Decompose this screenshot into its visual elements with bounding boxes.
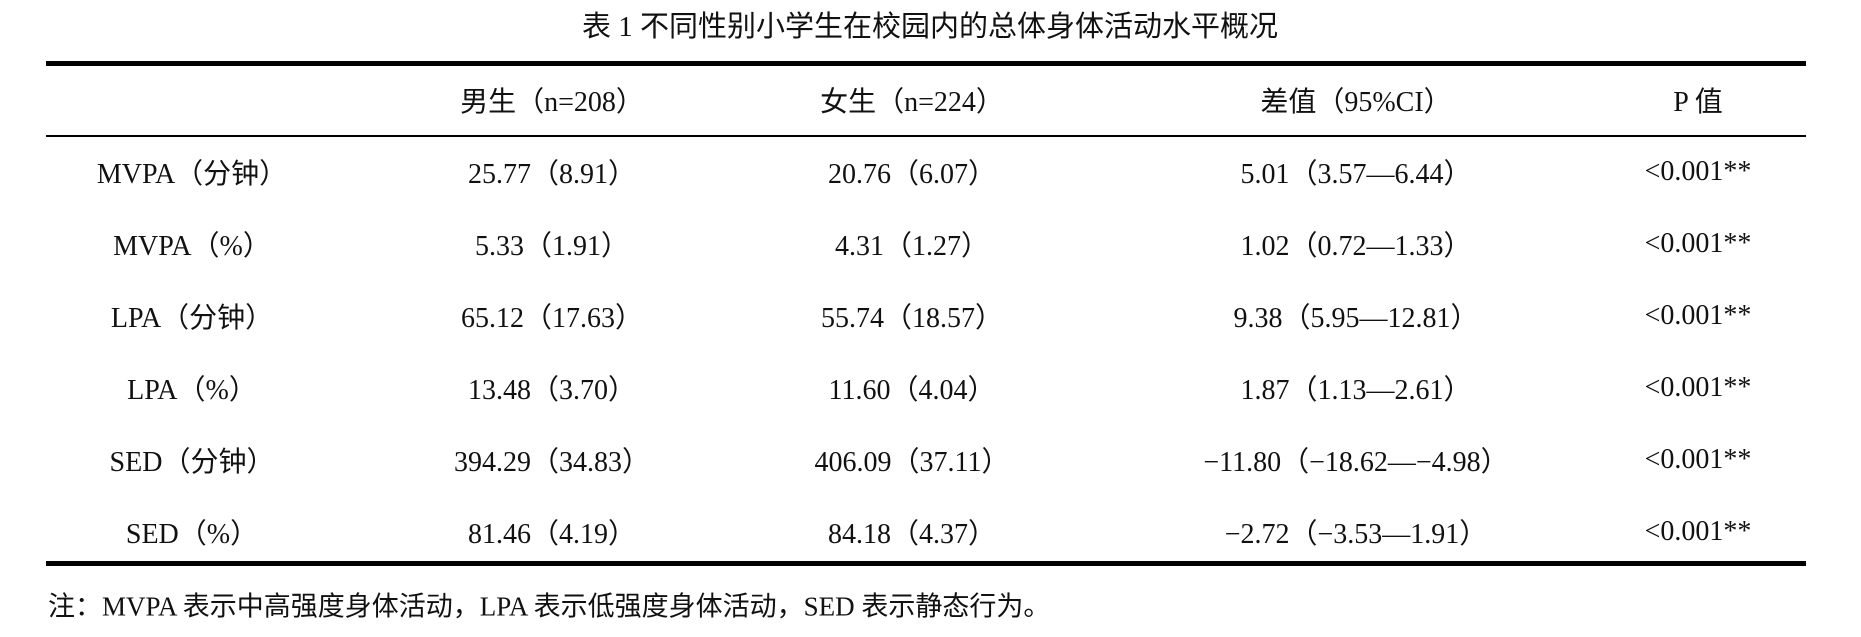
cell: −11.80（−18.62—−4.98） bbox=[1203, 447, 1509, 478]
cell: <0.001** bbox=[1644, 156, 1752, 187]
cell: 9.38（5.95—12.81） bbox=[1233, 303, 1479, 334]
cell: 4.31（1.27） bbox=[834, 231, 990, 262]
cell: 65.12（17.63） bbox=[460, 303, 644, 334]
cell: 1.87（1.13—2.61） bbox=[1240, 375, 1472, 406]
cell: <0.001** bbox=[1644, 228, 1752, 259]
cell: 84.18（4.37） bbox=[827, 519, 997, 550]
bottom-rule bbox=[46, 561, 1806, 566]
table-title: 表 1 不同性别小学生在校园内的总体身体活动水平概况 bbox=[581, 11, 1279, 43]
cell: 5.33（1.91） bbox=[474, 231, 630, 262]
cell: SED（分钟） bbox=[109, 447, 275, 478]
cell: <0.001** bbox=[1644, 516, 1752, 547]
cell: 55.74（18.57） bbox=[820, 303, 1004, 334]
cell: 13.48（3.70） bbox=[467, 375, 637, 406]
cell: <0.001** bbox=[1644, 372, 1752, 403]
cell: MVPA（%） bbox=[113, 231, 271, 262]
header-cell: 差值（95%CI） bbox=[1260, 87, 1452, 118]
cell: 81.46（4.19） bbox=[467, 519, 637, 550]
cell: −2.72（−3.53—1.91） bbox=[1224, 519, 1488, 550]
cell: LPA（%） bbox=[127, 375, 257, 406]
top-rule bbox=[46, 61, 1806, 66]
cell: <0.001** bbox=[1644, 444, 1752, 475]
cell: 11.60（4.04） bbox=[828, 375, 996, 406]
cell: SED（%） bbox=[125, 519, 259, 550]
cell: 406.09（37.11） bbox=[814, 447, 1010, 478]
cell: 1.02（0.72—1.33） bbox=[1240, 231, 1472, 262]
table-note: 注：MVPA 表示中高强度身体活动，LPA 表示低强度身体活动，SED 表示静态… bbox=[48, 591, 1051, 622]
cell: 25.77（8.91） bbox=[467, 159, 637, 190]
cell: <0.001** bbox=[1644, 300, 1752, 331]
header-cell: 男生（n=208） bbox=[460, 87, 644, 118]
cell: LPA（分钟） bbox=[110, 303, 274, 334]
cell: 394.29（34.83） bbox=[453, 447, 651, 478]
header-cell: P 值 bbox=[1673, 87, 1723, 118]
cell: 20.76（6.07） bbox=[827, 159, 997, 190]
cell: MVPA（分钟） bbox=[96, 159, 288, 190]
header-cell: 女生（n=224） bbox=[820, 87, 1004, 118]
cell: 5.01（3.57—6.44） bbox=[1240, 159, 1472, 190]
header-rule bbox=[46, 135, 1806, 137]
